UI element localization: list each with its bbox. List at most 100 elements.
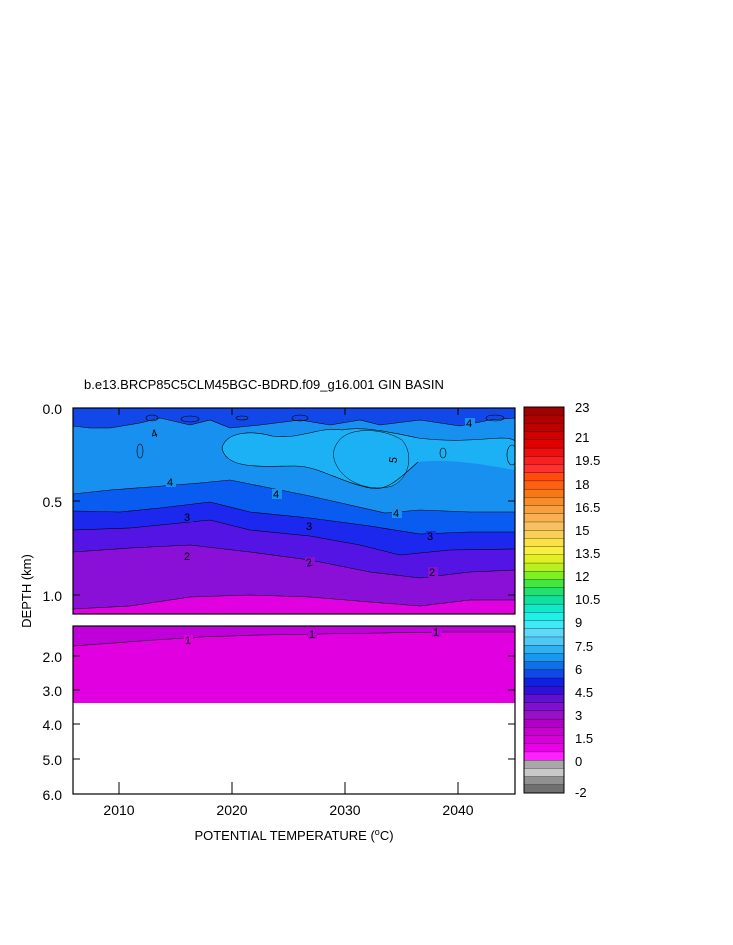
colorbar-swatch (523, 521, 565, 531)
colorbar-swatch (523, 546, 565, 556)
colorbar-swatch (523, 751, 565, 761)
colorbar-swatch (523, 538, 565, 548)
colorbar-label: 21 (575, 430, 589, 445)
colorbar-swatch (523, 587, 565, 597)
colorbar-swatch (523, 768, 565, 778)
colorbar-label: 1.5 (575, 731, 593, 746)
contour-label: 3 (184, 512, 190, 524)
colorbar-swatch (523, 735, 565, 745)
lower-panel (73, 626, 515, 703)
y-tick-label: 6.0 (43, 787, 63, 803)
colorbar-swatch (523, 513, 565, 523)
y-axis-upper (73, 407, 515, 596)
colorbar-swatch (523, 710, 565, 720)
contour-labels: 4 4 4 4 5 4 3 3 3 2 2 2 1 1 1 (150, 418, 475, 647)
colorbar-labels: 23 21 19.5 18 16.5 15 13.5 12 10.5 9 7.5… (575, 400, 600, 800)
colorbar-label: 7.5 (575, 639, 593, 654)
y-axis-label: DEPTH (km) (19, 554, 34, 628)
colorbar-swatch (523, 530, 565, 539)
contour-label: 3 (306, 521, 312, 533)
contour-label: 4 (150, 428, 160, 441)
colorbar-swatch (523, 628, 565, 638)
colorbar-swatch (523, 505, 565, 515)
colorbar-label: 12 (575, 569, 589, 584)
contour-label: 1 (185, 635, 191, 647)
colorbar-swatch (523, 472, 565, 482)
colorbar-swatch (523, 456, 565, 465)
colorbar-swatch (523, 447, 565, 457)
y-tick-label: 4.0 (43, 717, 63, 733)
colorbar-label: 9 (575, 615, 582, 630)
y-tick-label: 3.0 (43, 683, 63, 699)
colorbar-swatch (523, 579, 565, 589)
colorbar-swatch (523, 645, 565, 654)
colorbar-swatch (523, 571, 565, 580)
colorbar-label: 0 (575, 754, 582, 769)
x-axis (118, 408, 459, 794)
colorbar-swatch (523, 669, 565, 679)
contour-line-1 (73, 631, 515, 647)
y-tick-label: 0.5 (43, 494, 63, 510)
colorbar-label: 19.5 (575, 453, 600, 468)
chart-title: b.e13.BRCP85C5CLM45BGC-BDRD.f09_g16.001 … (84, 377, 444, 392)
upper-panel (73, 408, 515, 614)
y-tick-label: 5.0 (43, 752, 63, 768)
y-tick-label: 1.0 (43, 588, 63, 604)
colorbar-swatch (523, 636, 565, 646)
contour-label: 2 (429, 567, 435, 579)
contour-label: 2 (184, 551, 190, 563)
x-axis-label: POTENTIAL TEMPERATURE (oC) (194, 827, 393, 843)
colorbar-swatch (523, 562, 565, 572)
colorbar-label: 13.5 (575, 546, 600, 561)
colorbar-swatch (523, 406, 565, 416)
colorbar-swatch (523, 686, 565, 695)
colorbar-swatch (523, 431, 565, 441)
contour-label: 1 (433, 627, 439, 639)
warm-core-5 (333, 430, 410, 489)
colorbar-swatch (523, 776, 565, 786)
colorbar-frame (523, 406, 565, 794)
y-tick-label: 2.0 (43, 649, 63, 665)
colorbar-swatch (523, 677, 565, 687)
y-axis-lower (73, 655, 515, 760)
colorbar-swatch (523, 415, 565, 424)
colorbar-swatch (523, 718, 565, 728)
colorbar-label: 15 (575, 523, 589, 538)
colorbar-swatch (523, 743, 565, 753)
colorbar-swatch (523, 423, 565, 433)
x-tick-label: 2030 (329, 802, 360, 818)
x-tick-label: 2010 (103, 802, 134, 818)
colorbar-label: 16.5 (575, 500, 600, 515)
colorbar-swatch (523, 603, 565, 613)
y-tick-label: 0.0 (43, 401, 63, 417)
colorbar-swatch (523, 595, 565, 605)
contour-label: 4 (273, 489, 279, 501)
colorbar-swatch (523, 620, 565, 630)
colorbar-swatch (523, 661, 565, 671)
colorbar-swatch (523, 727, 565, 736)
colorbar-swatch (523, 612, 565, 621)
colorbar-swatch (523, 702, 565, 712)
colorbar-swatch (523, 694, 565, 704)
colorbar-swatch (523, 439, 565, 449)
colorbar-label: 4.5 (575, 685, 593, 700)
colorbar-label: 18 (575, 477, 589, 492)
contour-label: 4 (167, 477, 173, 489)
colorbar-label: 6 (575, 662, 582, 677)
colorbar-swatch (523, 554, 565, 564)
lower-panel-frame (72, 625, 516, 795)
colorbar-swatch (523, 760, 565, 769)
contour-label: 1 (309, 629, 315, 641)
colorbar-swatch (523, 497, 565, 506)
colorbar-label: 23 (575, 400, 589, 415)
contour-label: 5 (387, 456, 400, 464)
colorbar (523, 406, 565, 794)
colorbar-swatch (523, 488, 565, 498)
contour-label: 2 (305, 557, 314, 570)
contour-label: 4 (466, 418, 472, 430)
x-tick-label: 2020 (216, 802, 247, 818)
colorbar-label: -2 (575, 785, 587, 800)
x-tick-label: 2040 (442, 802, 473, 818)
colorbar-label: 10.5 (575, 592, 600, 607)
